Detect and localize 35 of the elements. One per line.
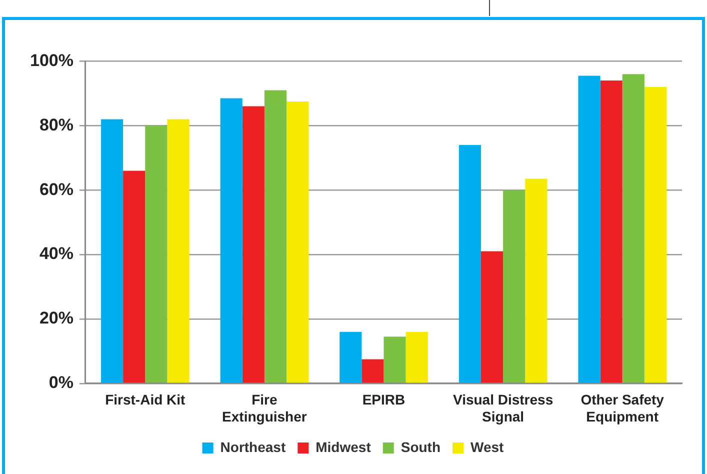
- bar: [458, 144, 481, 383]
- bar: [145, 126, 168, 383]
- y-tick-label: 20%: [39, 308, 74, 328]
- y-tick-label: 0%: [48, 373, 74, 392]
- bar: [100, 119, 124, 383]
- bar: [286, 101, 309, 383]
- bar: [644, 86, 666, 383]
- bar: [362, 359, 384, 383]
- y-tick-label: 60%: [39, 180, 74, 199]
- legend-label: West: [470, 438, 504, 455]
- bar: [220, 98, 242, 383]
- y-tick-label: 80%: [39, 115, 74, 134]
- bar: [340, 332, 362, 383]
- y-tick-label: 100%: [30, 50, 74, 70]
- bar: [600, 80, 622, 383]
- bar: [264, 90, 287, 383]
- bar: [167, 119, 190, 383]
- y-tick-label: 40%: [39, 244, 74, 264]
- bar: [406, 332, 428, 383]
- x-tick-label: Fire Extinguisher: [222, 392, 308, 424]
- x-tick-label: First-Aid Kit: [105, 392, 186, 408]
- bar: [525, 178, 548, 383]
- bar: [242, 106, 264, 383]
- bar: [622, 74, 644, 383]
- x-tick-label: Other Safety Equipment: [580, 392, 664, 424]
- bar: [480, 251, 504, 383]
- bar: [578, 76, 600, 383]
- x-tick-label: Visual Distress Signal: [452, 392, 554, 424]
- bar: [503, 190, 526, 383]
- bar: [384, 336, 406, 383]
- legend-label: Midwest: [316, 438, 372, 455]
- bar: [123, 170, 146, 383]
- legend-label: Northeast: [220, 438, 286, 455]
- x-tick-label: EPIRB: [362, 392, 406, 408]
- legend-label: South: [400, 438, 441, 455]
